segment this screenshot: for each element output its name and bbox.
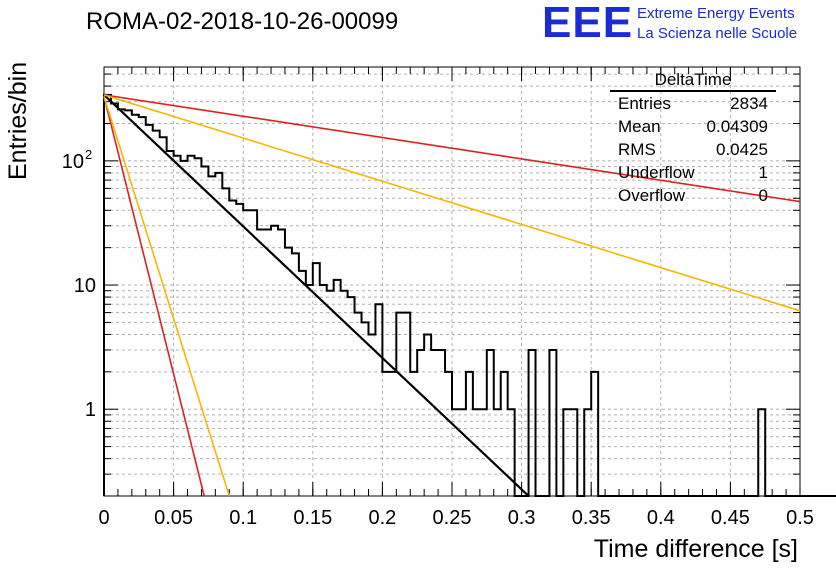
histogram bbox=[103, 93, 836, 497]
x-tick-label: 0.05 bbox=[154, 507, 193, 529]
x-tick-label: 0.25 bbox=[433, 507, 472, 529]
x-tick-label: 0.35 bbox=[572, 507, 611, 529]
x-tick-label: 0.4 bbox=[647, 507, 675, 529]
stats-box: DeltaTime Entries 2834 Mean 0.04309 RMS … bbox=[610, 70, 776, 207]
x-tick-label: 0.5 bbox=[786, 507, 814, 529]
fit-line-0 bbox=[103, 94, 530, 497]
eee-logo: EEE bbox=[542, 0, 634, 47]
logo-line-1: Extreme Energy Events bbox=[637, 5, 795, 22]
x-tick-label: 0 bbox=[98, 507, 109, 529]
fit-line-3 bbox=[103, 94, 801, 203]
stats-title: DeltaTime bbox=[610, 70, 776, 92]
stats-value: 0 bbox=[758, 186, 768, 205]
stats-row-underflow: Underflow 1 bbox=[610, 161, 776, 184]
stats-label: Overflow bbox=[618, 186, 686, 205]
x-tick-label: 0.3 bbox=[508, 507, 536, 529]
chart-title: ROMA-02-2018-10-26-00099 bbox=[86, 8, 399, 35]
stats-label: RMS bbox=[618, 140, 656, 159]
stats-value: 0.04309 bbox=[706, 117, 768, 136]
x-tick-label: 0.2 bbox=[368, 507, 396, 529]
y-tick-exponent: 2 bbox=[85, 147, 92, 162]
stats-row-rms: RMS 0.0425 bbox=[610, 138, 776, 161]
x-tick-label: 0.45 bbox=[711, 507, 750, 529]
x-tick-label: 0.1 bbox=[229, 507, 257, 529]
tick-labels: 0 0.05 0.1 0.15 0.2 0.25 0.3 0.35 0.4 0.45 0.51101… bbox=[62, 147, 814, 529]
grid-lines bbox=[104, 67, 800, 497]
x-tick-label: 0.15 bbox=[293, 507, 332, 529]
stats-label: Mean bbox=[618, 117, 661, 136]
logo-line-2: La Scienza nelle Scuole bbox=[637, 25, 798, 42]
stats-row-overflow: Overflow 0 bbox=[610, 184, 776, 207]
histogram-step-line bbox=[103, 93, 836, 497]
stats-row-entries: Entries 2834 bbox=[610, 92, 776, 115]
y-axis-label: Entries/bin bbox=[4, 61, 32, 180]
y-tick-label: 1 bbox=[85, 399, 96, 421]
fit-line-2 bbox=[103, 96, 231, 497]
stats-label: Entries bbox=[618, 94, 671, 113]
fit-line-1 bbox=[103, 96, 205, 497]
stats-value: 0.0425 bbox=[716, 140, 768, 159]
y-tick-label: 10 bbox=[62, 151, 84, 173]
stats-label: Underflow bbox=[618, 163, 695, 182]
stats-value: 1 bbox=[758, 163, 768, 182]
fit-line-4 bbox=[103, 94, 801, 312]
stats-row-mean: Mean 0.04309 bbox=[610, 115, 776, 138]
y-tick-label: 10 bbox=[74, 275, 96, 297]
fit-lines bbox=[103, 94, 801, 497]
x-axis-label: Time difference [s] bbox=[593, 535, 798, 563]
stats-value: 2834 bbox=[730, 94, 768, 113]
